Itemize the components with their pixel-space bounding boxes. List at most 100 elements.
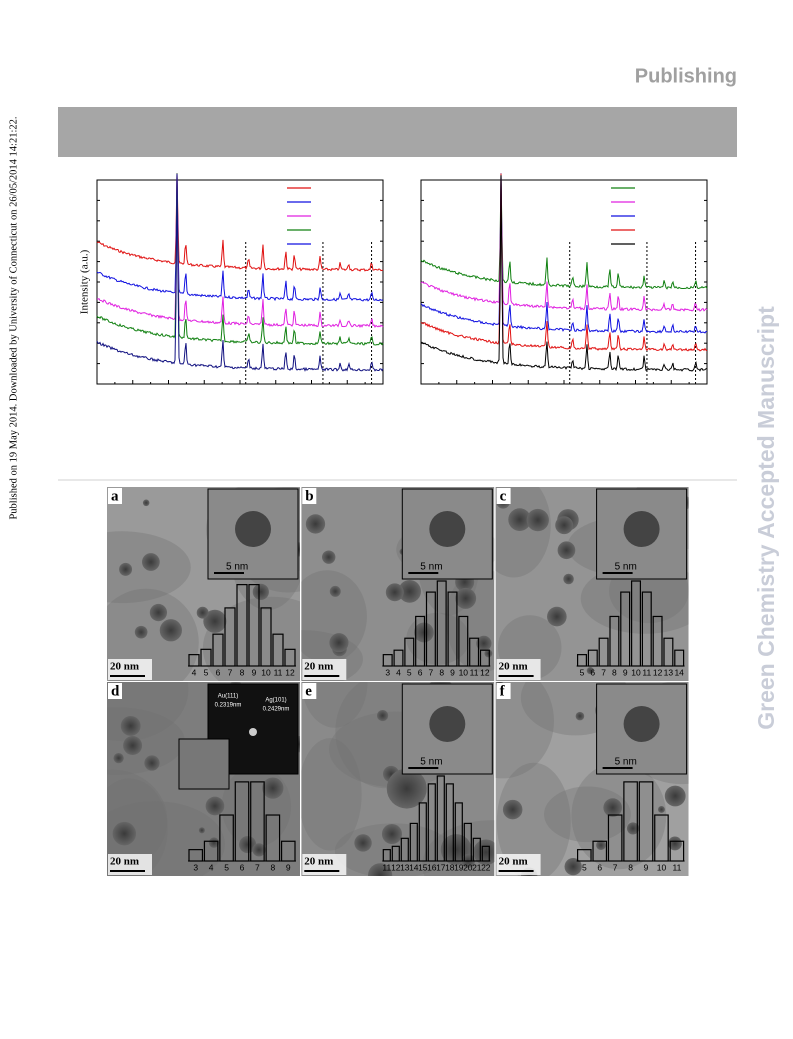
histogram-tick-label: 15 xyxy=(418,862,428,872)
nanoparticle xyxy=(305,514,326,534)
nanoparticle xyxy=(664,785,686,807)
histogram-tick-label: 11 xyxy=(470,667,479,677)
histogram-tick-label: 9 xyxy=(450,667,455,677)
panel-label: e xyxy=(305,683,312,699)
panel-label: f xyxy=(500,683,506,699)
histogram-bar xyxy=(654,814,669,862)
histogram-bar xyxy=(404,637,415,667)
histogram-bar xyxy=(234,781,250,862)
histogram-tick-label: 6 xyxy=(590,667,595,677)
nanoparticle xyxy=(203,609,227,633)
panel-label-box xyxy=(302,683,317,699)
fft-label: 0.2319nm xyxy=(215,703,242,709)
xrd-curve xyxy=(96,173,384,372)
histogram-bar xyxy=(200,648,212,667)
panel-label-box xyxy=(496,683,511,699)
histogram-bar xyxy=(481,845,490,862)
nanoparticle xyxy=(141,553,160,571)
nanoparticle xyxy=(575,711,585,721)
nanoparticle xyxy=(376,709,389,722)
nanoparticle xyxy=(205,796,225,816)
inset-particle xyxy=(429,706,466,742)
nanoparticle xyxy=(142,499,150,507)
nanoparticle xyxy=(586,667,594,675)
histogram-tick-label: 8 xyxy=(270,862,275,872)
scale-box xyxy=(108,854,152,875)
nanoparticle xyxy=(159,619,182,642)
histogram-bar xyxy=(391,845,400,862)
histogram-bar xyxy=(436,775,445,862)
histogram-tick-label: 8 xyxy=(628,862,633,872)
histogram-tick-label: 7 xyxy=(228,667,233,677)
histogram-bar xyxy=(641,591,652,667)
nanoparticle xyxy=(252,583,269,600)
nanoparticle xyxy=(657,805,665,813)
nanoparticle xyxy=(322,550,336,564)
histogram-tick-label: 7 xyxy=(601,667,606,677)
histogram-tick-label: 3 xyxy=(385,667,390,677)
histogram-bar xyxy=(203,840,219,862)
nanoparticle xyxy=(119,562,133,576)
histogram-tick-label: 6 xyxy=(240,862,245,872)
histogram-bar xyxy=(248,584,260,667)
histogram-bar xyxy=(272,633,284,667)
tem-panel: 5 nm 4 5 6 7 8 9 10 11 12 a 20 nm xyxy=(107,487,300,681)
support-film xyxy=(107,778,168,876)
nanoparticle xyxy=(354,834,372,852)
nanoparticle xyxy=(208,837,220,848)
histogram-bar xyxy=(463,822,472,862)
histogram-tick-label: 5 xyxy=(580,667,585,677)
histogram-tick-label: 6 xyxy=(216,667,221,677)
histogram-tick-label: 12 xyxy=(285,667,295,677)
panel-label-box xyxy=(302,488,317,504)
histogram-tick-label: 18 xyxy=(445,862,455,872)
histogram-bar xyxy=(472,837,481,862)
histogram-bar xyxy=(418,802,427,862)
panel-label-box xyxy=(496,488,511,504)
panel-label-box xyxy=(108,683,122,699)
histogram-bar xyxy=(415,615,426,667)
histogram-bar xyxy=(260,607,272,667)
histogram-bar xyxy=(620,591,631,667)
xrd-curve xyxy=(420,175,708,372)
inset-particle xyxy=(235,511,271,547)
nanoparticle xyxy=(123,736,143,756)
histogram-tick-label: 4 xyxy=(192,667,197,677)
histogram-bar xyxy=(479,649,490,667)
histogram-tick-label: 14 xyxy=(409,862,419,872)
histogram-tick-label: 8 xyxy=(240,667,245,677)
inset-particle xyxy=(623,706,660,742)
histogram-tick-label: 16 xyxy=(427,862,437,872)
histogram-tick-label: 10 xyxy=(657,862,667,872)
histogram-bar xyxy=(447,591,458,667)
hrtem-inset xyxy=(178,738,230,790)
nanoparticle xyxy=(547,606,567,627)
y-axis-label: Intensity (a.u.) xyxy=(79,249,91,314)
xrd-curve xyxy=(420,173,708,334)
nanoparticle xyxy=(555,516,574,535)
support-film xyxy=(202,596,300,681)
histogram-bar xyxy=(382,849,391,862)
nanoparticle xyxy=(385,583,404,602)
nanoparticle xyxy=(626,822,640,835)
histogram-tick-label: 10 xyxy=(261,667,271,677)
nanoparticle xyxy=(386,768,427,809)
histogram-bar xyxy=(607,814,623,862)
nanoparticle xyxy=(329,585,341,597)
scale-box xyxy=(496,659,541,680)
histogram-bar xyxy=(212,633,224,667)
scale-box xyxy=(302,854,347,875)
histogram-bar xyxy=(638,781,654,862)
histogram-tick-label: 20 xyxy=(463,862,473,872)
histogram-tick-label: 3 xyxy=(193,862,198,872)
scale-label: 20 nm xyxy=(499,661,528,673)
panel-label: d xyxy=(111,683,120,699)
histogram-bar xyxy=(630,580,641,667)
histogram-bar xyxy=(224,607,236,667)
histogram-tick-label: 5 xyxy=(224,862,229,872)
histogram-bar xyxy=(458,615,469,667)
histogram-tick-label: 12 xyxy=(653,667,663,677)
download-note: Published on 19 May 2014. Downloaded by … xyxy=(8,116,19,519)
scale-label: 20 nm xyxy=(110,856,139,868)
histogram-bar xyxy=(598,637,609,667)
